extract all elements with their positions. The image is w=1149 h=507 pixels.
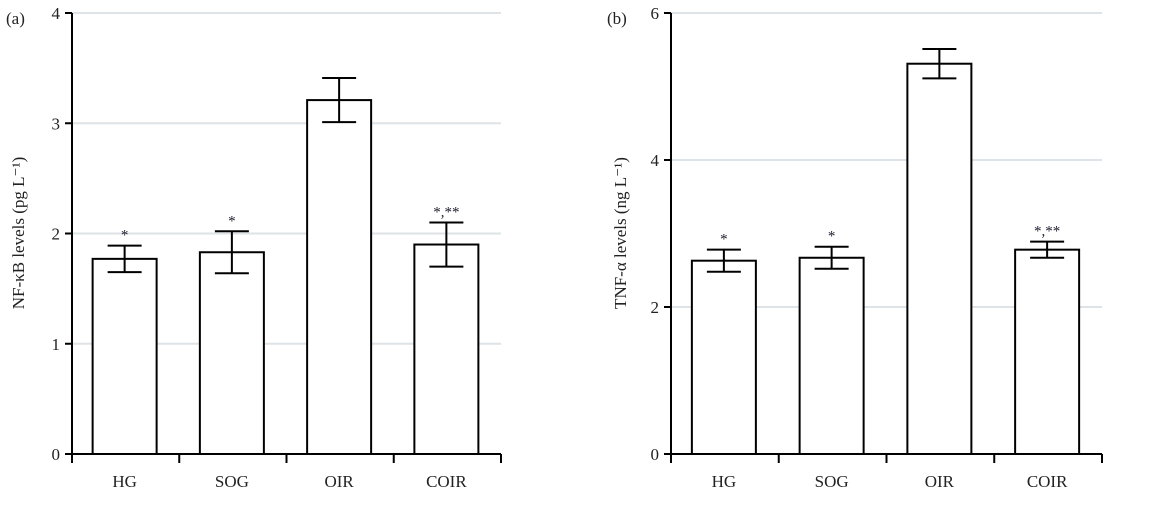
significance-marker: *	[720, 232, 728, 248]
x-tick-label: COIR	[426, 472, 467, 491]
x-tick-label: HG	[112, 472, 137, 491]
significance-marker: *	[121, 228, 129, 244]
significance-marker: *	[828, 229, 836, 245]
y-tick-label: 2	[651, 298, 660, 317]
significance-marker: *,**	[1034, 224, 1060, 240]
y-axis-label-a: NF-κB levels (pg L⁻¹)	[9, 157, 28, 309]
y-tick-label: 1	[52, 335, 61, 354]
bar-coir	[413, 243, 480, 455]
significance-marker: *,**	[433, 204, 459, 220]
x-tick-label: SOG	[815, 472, 849, 491]
y-tick-label: 3	[52, 114, 61, 133]
chart-panel-a: (a) NF-κB levels (pg L⁻¹) 0 1 2 3 4 * HG * SOG OI…	[6, 4, 502, 491]
y-tick-label: 6	[651, 4, 660, 23]
x-tick-label: HG	[712, 472, 737, 491]
y-tick-label: 2	[52, 225, 61, 244]
bar-coir	[1014, 248, 1081, 455]
x-tick-label: COIR	[1027, 472, 1068, 491]
y-axis-label-b: TNF-α levels (ng L⁻¹)	[611, 157, 630, 309]
x-tick-label: OIR	[324, 472, 354, 491]
panel-label-b: (b)	[607, 9, 627, 28]
bar-oir	[306, 99, 373, 455]
y-tick-label: 0	[52, 445, 61, 464]
chart-panel-b: (b) TNF-α levels (ng L⁻¹) 0 2 4 6 * HG * SOG OIR…	[607, 4, 1103, 491]
bar-hg	[690, 259, 757, 455]
bar-oir	[906, 62, 973, 456]
y-tick-label: 4	[52, 4, 61, 23]
bar-hg	[91, 257, 158, 456]
panel-label-a: (a)	[6, 9, 25, 28]
x-tick-label: OIR	[925, 472, 955, 491]
x-tick-label: SOG	[215, 472, 249, 491]
y-tick-label: 0	[651, 445, 660, 464]
significance-marker: *	[228, 213, 236, 229]
bar-sog	[798, 256, 865, 455]
y-tick-label: 4	[651, 151, 660, 170]
bar-sog	[198, 251, 265, 455]
